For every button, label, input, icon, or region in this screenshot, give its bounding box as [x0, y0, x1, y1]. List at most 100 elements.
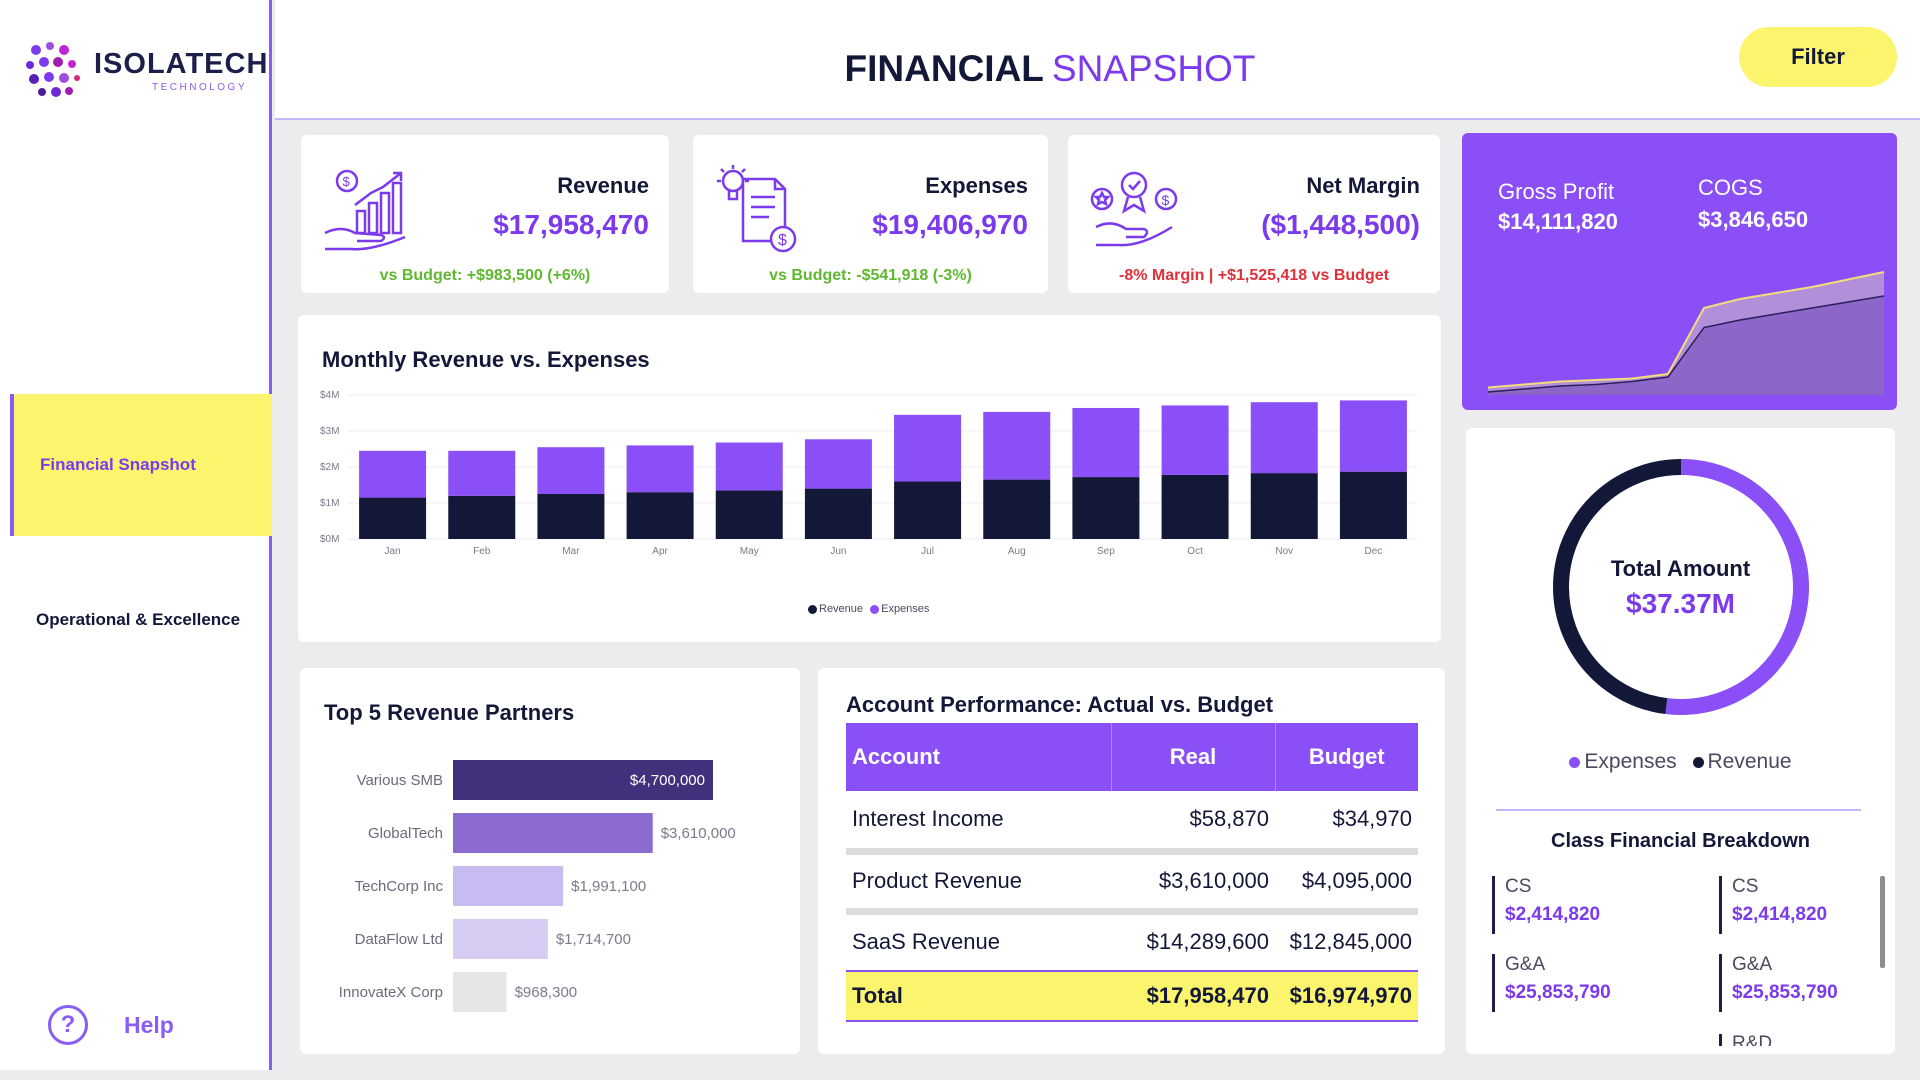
gross-profit-card: Gross Profit $14,111,820 COGS $3,846,650 — [1462, 133, 1897, 410]
breakdown-item[interactable]: CS $2,414,820 — [1719, 876, 1827, 934]
revenue-bar — [894, 481, 962, 539]
svg-text:$: $ — [343, 174, 351, 189]
table-row[interactable]: Interest Income $58,870 $34,970 — [846, 791, 1418, 855]
column-header-budget[interactable]: Budget — [1275, 723, 1418, 791]
logo-dots-icon — [26, 42, 80, 97]
total-account-cell: Total — [846, 970, 1111, 1022]
breakdown-item[interactable]: CS $2,414,820 — [1492, 876, 1600, 934]
revenue-bar — [626, 492, 694, 539]
x-tick-label: Dec — [1365, 546, 1383, 557]
account-cell: Product Revenue — [846, 851, 1111, 915]
monthly-chart-card: Monthly Revenue vs. Expenses $0M $1M $2M $3… — [298, 315, 1441, 642]
x-tick-label: Mar — [562, 546, 580, 557]
revenue-legend-dot — [1692, 756, 1704, 768]
page-title-light: SNAPSHOT — [1051, 48, 1256, 89]
breakdown-item-value: $2,414,820 — [1732, 904, 1828, 925]
brand-tagline: TECHNOLOGY — [152, 82, 248, 93]
header: FINANCIAL SNAPSHOT Filter — [275, 0, 1920, 120]
breakdown-item-value: $25,853,790 — [1505, 982, 1611, 1003]
expenses-bar — [1250, 402, 1318, 474]
expenses-legend-label: Expenses — [881, 603, 930, 615]
donut-center-value: $37.37M — [1626, 588, 1735, 619]
help-button[interactable]: ? Help — [48, 1005, 174, 1045]
expenses-bar — [1339, 400, 1407, 472]
x-tick-label: May — [740, 546, 759, 557]
real-cell: $14,289,600 — [1146, 929, 1269, 955]
breakdown-item-value: $25,853,790 — [1732, 982, 1838, 1003]
breakdown-item[interactable]: G&A $25,853,790 — [1719, 954, 1838, 1012]
breakdown-partial-label: R&D — [1732, 1034, 1773, 1046]
expenses-bar — [537, 447, 605, 494]
net-margin-label: Net Margin — [1306, 173, 1420, 198]
expenses-bar — [626, 445, 694, 493]
total-amount-card: Total Amount $37.37M Expenses Revenue Cl… — [1466, 428, 1895, 1054]
cogs-value: $3,846,650 — [1698, 207, 1809, 232]
partner-label: GlobalTech — [368, 825, 443, 842]
budget-cell: $12,845,000 — [1289, 929, 1412, 955]
breakdown-item-value: $2,414,820 — [1505, 904, 1601, 925]
revenue-bar — [1250, 473, 1318, 539]
x-tick-label: Sep — [1097, 546, 1115, 557]
expenses-legend-dot — [1569, 756, 1581, 768]
expenses-bar — [448, 450, 516, 496]
expenses-bar — [715, 442, 783, 491]
revenue-label: Revenue — [557, 173, 649, 198]
account-cell: SaaS Revenue — [852, 929, 1000, 955]
question-icon: ? — [48, 1005, 88, 1045]
column-header-real[interactable]: Real — [1111, 723, 1276, 791]
breakdown-scrollbar[interactable] — [1880, 876, 1885, 968]
revenue-bar — [537, 494, 605, 539]
gross-profit-label: Gross Profit — [1498, 179, 1615, 204]
expenses-value: $19,406,970 — [872, 209, 1028, 240]
budget-cell: $34,970 — [1275, 791, 1418, 855]
sidebar-item-financial-snapshot[interactable]: Financial Snapshot — [10, 394, 272, 536]
net-margin-card: $ Net Margin ($1,448,500) -8% Margin | +… — [1068, 135, 1440, 293]
x-tick-label: Aug — [1008, 546, 1026, 557]
donut-center-label: Total Amount — [1610, 556, 1751, 581]
breakdown-item[interactable]: G&A $25,853,790 — [1492, 954, 1611, 1012]
partner-label: Various SMB — [357, 772, 443, 789]
cogs-line — [1487, 271, 1885, 389]
x-tick-label: Jan — [385, 546, 401, 557]
breakdown-partial-item: R&D — [1719, 1034, 1772, 1046]
page-title: FINANCIAL SNAPSHOT — [275, 48, 1825, 90]
expenses-card: $ Expenses $19,406,970 vs Budget: -$541,… — [693, 135, 1048, 293]
column-header-account[interactable]: Account — [846, 723, 1112, 791]
brand-logo[interactable]: ISOLATECH TECHNOLOGY — [24, 38, 267, 104]
partner-bar — [453, 760, 713, 800]
gross-profit-area-chart — [1487, 271, 1885, 395]
account-table: Account Real Budget Interest Income $58,… — [846, 723, 1418, 1022]
revenue-bar — [1072, 477, 1140, 539]
x-tick-label: Oct — [1187, 546, 1203, 557]
partner-value-label: $3,610,000 — [661, 825, 736, 842]
budget-cell: $4,095,000 — [1275, 851, 1418, 915]
partners-title: Top 5 Revenue Partners — [324, 700, 575, 725]
expenses-bar — [359, 450, 427, 498]
expenses-bar — [983, 411, 1051, 480]
net-margin-value: ($1,448,500) — [1261, 209, 1420, 240]
sidebar-item-operational-excellence[interactable]: Operational & Excellence — [10, 590, 272, 650]
filter-button[interactable]: Filter — [1739, 27, 1897, 87]
breakdown-title: Class Financial Breakdown — [1551, 830, 1810, 852]
x-tick-label: Jun — [830, 546, 846, 557]
total-budget-cell: $16,974,970 — [1275, 970, 1418, 1022]
table-row[interactable]: Product Revenue $3,610,000 $4,095,000 — [846, 851, 1418, 915]
revenue-growth-icon: $ — [324, 169, 406, 251]
breakdown-item-label: G&A — [1732, 954, 1773, 975]
partners-card: Top 5 Revenue Partners Various SMB $4,700… — [300, 668, 800, 1054]
breakdown-item-label: CS — [1505, 876, 1532, 897]
y-tick-label: $3M — [320, 426, 339, 437]
revenue-bar — [448, 495, 516, 539]
real-cell: $58,870 — [1111, 791, 1275, 855]
net-margin-sub: -8% Margin | +$1,525,418 vs Budget — [1119, 267, 1389, 284]
expenses-bar — [1072, 407, 1140, 478]
sidebar-item-label: Financial Snapshot — [40, 455, 196, 474]
account-card: Account Performance: Actual vs. Budget A… — [818, 668, 1445, 1054]
table-row[interactable]: SaaS Revenue $14,289,600 $12,845,000 — [846, 911, 1418, 971]
partner-bar — [453, 813, 653, 853]
partner-value-label: $1,714,700 — [556, 931, 631, 948]
gross-profit-area — [1488, 296, 1884, 395]
svg-text:$: $ — [1162, 192, 1170, 208]
revenue-slice — [1553, 459, 1809, 715]
revenue-bar — [804, 488, 872, 539]
